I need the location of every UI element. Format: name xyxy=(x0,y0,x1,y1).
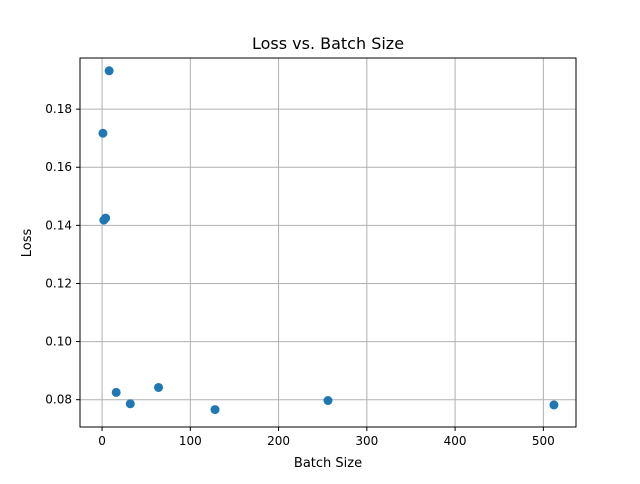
y-tick-label: 0.10 xyxy=(45,335,72,349)
data-point xyxy=(210,405,220,415)
grid-lines xyxy=(80,58,576,427)
x-tick-label: 100 xyxy=(179,434,202,448)
x-tick-label: 500 xyxy=(532,434,555,448)
y-tick-label: 0.18 xyxy=(45,102,72,116)
y-tick-label: 0.08 xyxy=(45,393,72,407)
data-point xyxy=(549,400,559,410)
x-axis-label: Batch Size xyxy=(294,456,362,471)
data-points xyxy=(98,66,559,415)
x-tick-label: 400 xyxy=(444,434,467,448)
data-point xyxy=(125,399,135,409)
x-axis-ticks: 0 100 200 300 400 500 xyxy=(98,427,555,448)
y-tick-label: 0.12 xyxy=(45,276,72,290)
data-point xyxy=(101,213,111,223)
y-tick-label: 0.16 xyxy=(45,160,72,174)
data-point xyxy=(98,128,108,138)
data-point xyxy=(323,396,333,406)
y-axis-label: Loss xyxy=(20,229,35,258)
y-axis-ticks: 0.08 0.10 0.12 0.14 0.16 0.18 xyxy=(45,102,80,407)
data-point xyxy=(104,66,114,76)
y-tick-label: 0.14 xyxy=(45,218,72,232)
x-tick-label: 200 xyxy=(267,434,290,448)
data-point xyxy=(111,387,121,397)
plot-frame xyxy=(79,57,577,428)
data-point xyxy=(154,382,164,392)
x-tick-label: 300 xyxy=(355,434,378,448)
chart-title: Loss vs. Batch Size xyxy=(252,34,404,53)
x-tick-label: 0 xyxy=(98,434,106,448)
